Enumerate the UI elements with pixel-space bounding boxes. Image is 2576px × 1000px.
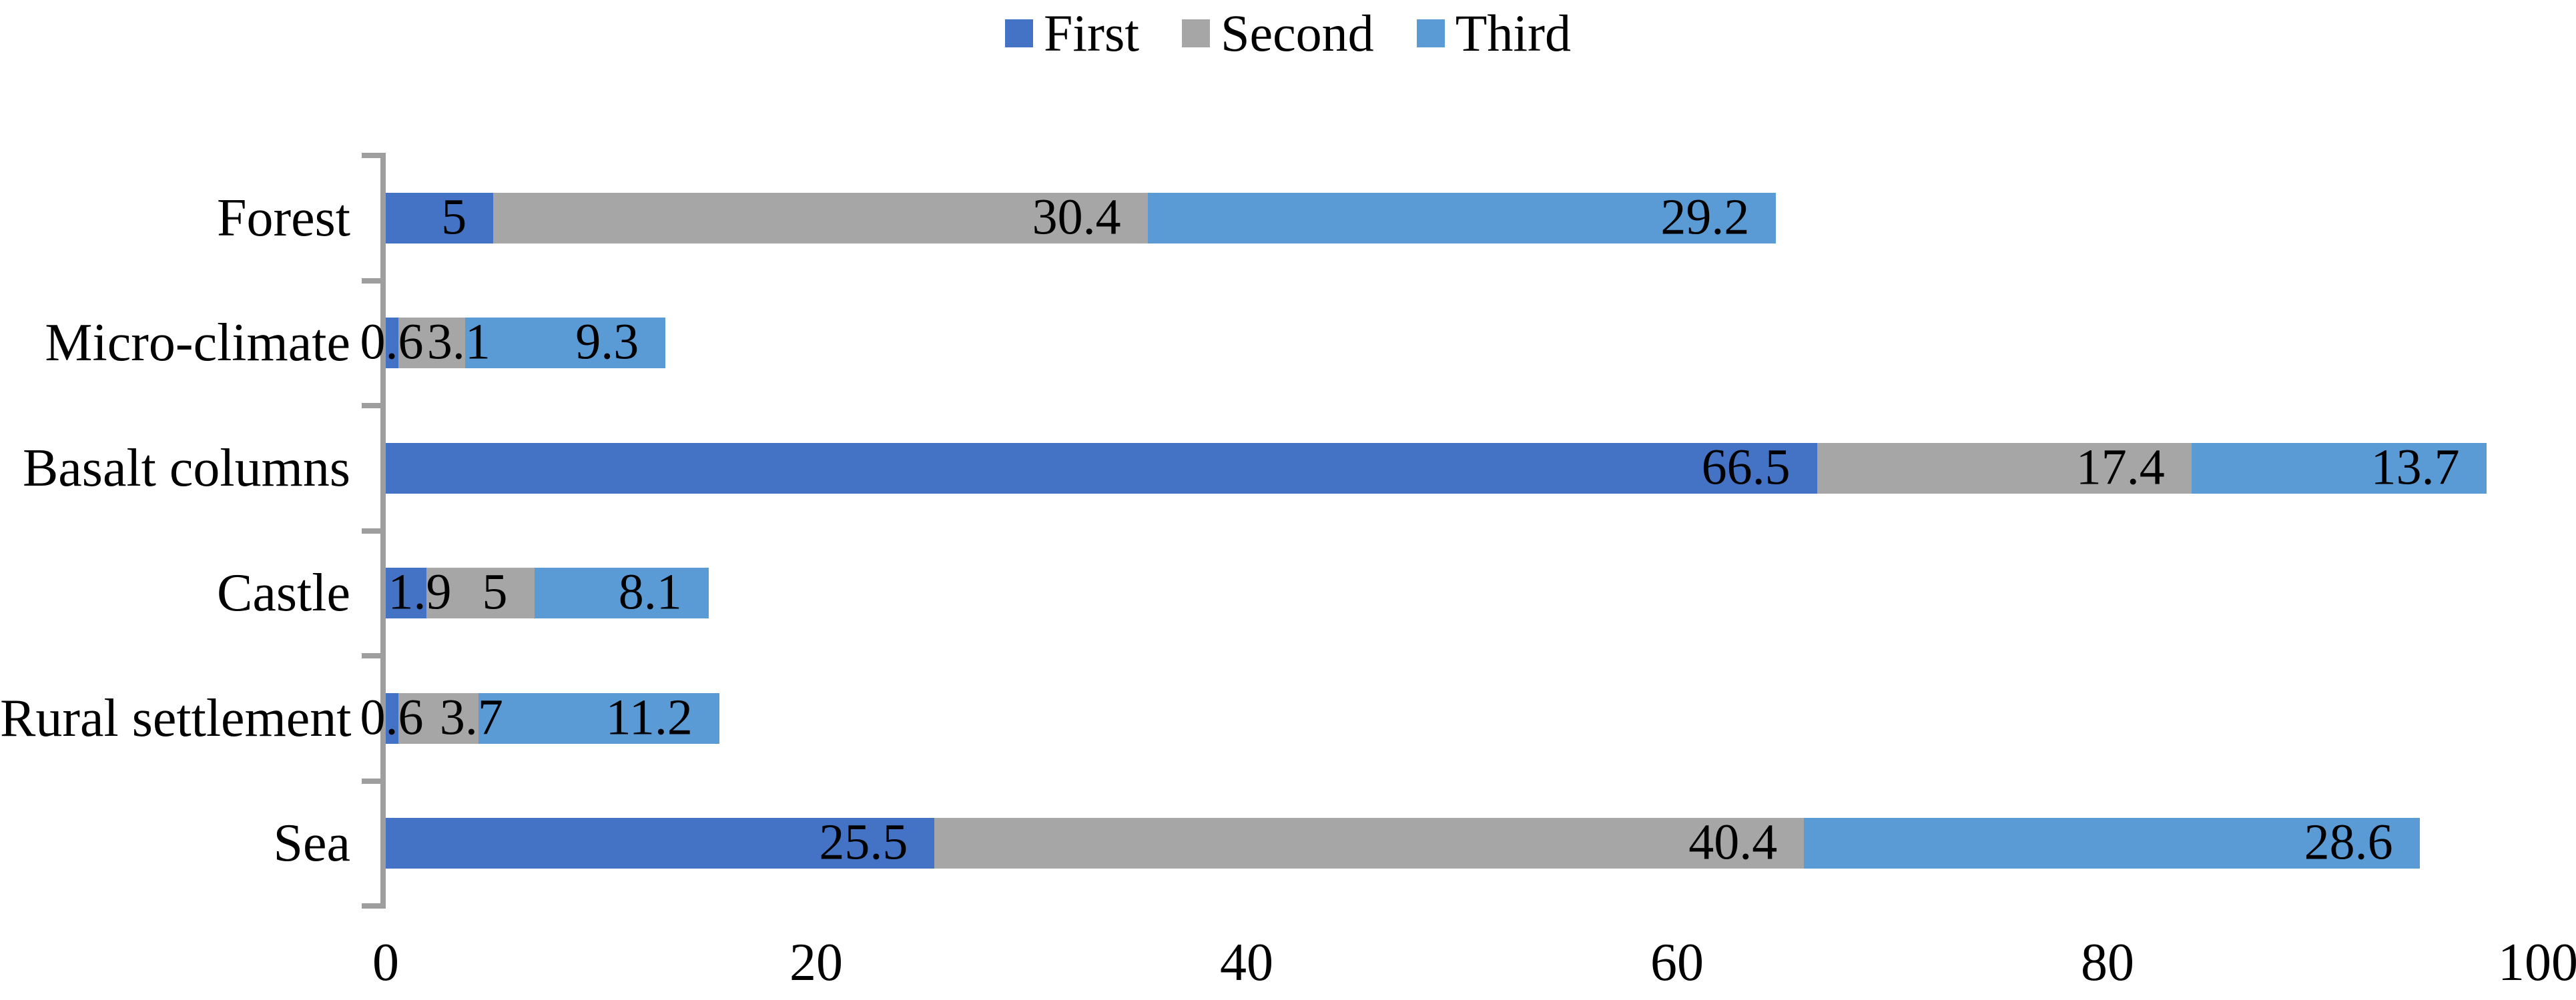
y-axis-tick <box>362 278 386 284</box>
category-label: Basalt columns <box>22 438 350 498</box>
data-label: 11.2 <box>605 689 693 746</box>
bar-segment-first: 0.6 <box>360 317 424 369</box>
bar-segment-first: 25.5 <box>386 814 935 871</box>
y-axis-tick <box>362 528 386 534</box>
data-label: 9.3 <box>575 314 639 370</box>
bar-segment-second: 5 <box>426 564 535 620</box>
data-label: 0.6 <box>360 689 424 746</box>
data-label: 17.4 <box>2075 439 2165 496</box>
y-axis-tick <box>362 153 386 158</box>
data-label: 5 <box>482 564 508 620</box>
category-label: Sea <box>273 814 350 873</box>
y-axis-tick <box>362 403 386 408</box>
bar-segment-second: 3.7 <box>398 692 503 744</box>
category-label: Micro-climate <box>45 314 350 373</box>
x-tick-label: 0 <box>372 933 399 992</box>
y-axis-tick <box>362 778 386 784</box>
legend-item-first: First <box>1005 7 1139 59</box>
bar-segment-second: 17.4 <box>1817 439 2192 496</box>
data-label: 5 <box>441 189 467 245</box>
bar-segment-second: 40.4 <box>934 814 1805 871</box>
bar-segment-second: 3.1 <box>398 317 491 369</box>
data-label: 1.9 <box>388 564 452 620</box>
data-label: 3.7 <box>439 689 503 746</box>
legend-swatch-first-icon <box>1005 19 1033 47</box>
data-label: 29.2 <box>1660 189 1750 245</box>
data-label: 3.1 <box>426 314 491 370</box>
legend-label: Second <box>1221 4 1374 62</box>
bar-segment-first: 66.5 <box>386 439 1817 496</box>
x-tick-label: 60 <box>1650 933 1704 992</box>
bar-segment-third: 13.7 <box>2191 439 2487 496</box>
category-label: Castle <box>217 564 350 623</box>
data-label: 30.4 <box>1032 189 1121 245</box>
bar-segment-third: 9.3 <box>465 314 666 370</box>
data-label: 0.6 <box>360 314 424 370</box>
bar-segment-third: 29.2 <box>1147 189 1777 245</box>
bar-segment-third: 8.1 <box>534 564 709 620</box>
data-label: 13.7 <box>2370 439 2460 496</box>
bar-segment-second: 30.4 <box>493 189 1148 245</box>
bar-segment-third: 28.6 <box>1804 814 2420 871</box>
data-label: 28.6 <box>2304 814 2393 871</box>
bar-segment-third: 11.2 <box>478 689 719 746</box>
data-label: 8.1 <box>618 564 682 620</box>
legend-swatch-second-icon <box>1182 19 1211 47</box>
legend-swatch-third-icon <box>1416 19 1445 47</box>
bar-segment-first: 5 <box>386 189 494 245</box>
legend-label: First <box>1044 4 1140 62</box>
x-tick-label: 100 <box>2498 933 2576 992</box>
x-tick-label: 80 <box>2081 933 2134 992</box>
legend-item-second: Second <box>1182 7 1374 59</box>
data-label: 25.5 <box>819 814 908 871</box>
legend-label: Third <box>1455 4 1571 62</box>
data-label: 40.4 <box>1688 814 1778 871</box>
y-axis-tick <box>362 903 386 909</box>
data-label: 66.5 <box>1701 439 1791 496</box>
category-label: Rural settlement <box>0 688 352 748</box>
legend-item-third: Third <box>1416 4 1571 62</box>
bar-segment-first: 0.6 <box>360 692 424 744</box>
y-axis-tick <box>362 653 386 658</box>
chart-legend: First Second Third <box>0 0 2576 67</box>
x-tick-label: 20 <box>789 933 843 992</box>
x-tick-label: 40 <box>1220 933 1273 992</box>
category-label: Forest <box>217 188 350 247</box>
bar-segment-first: 1.9 <box>386 567 452 619</box>
